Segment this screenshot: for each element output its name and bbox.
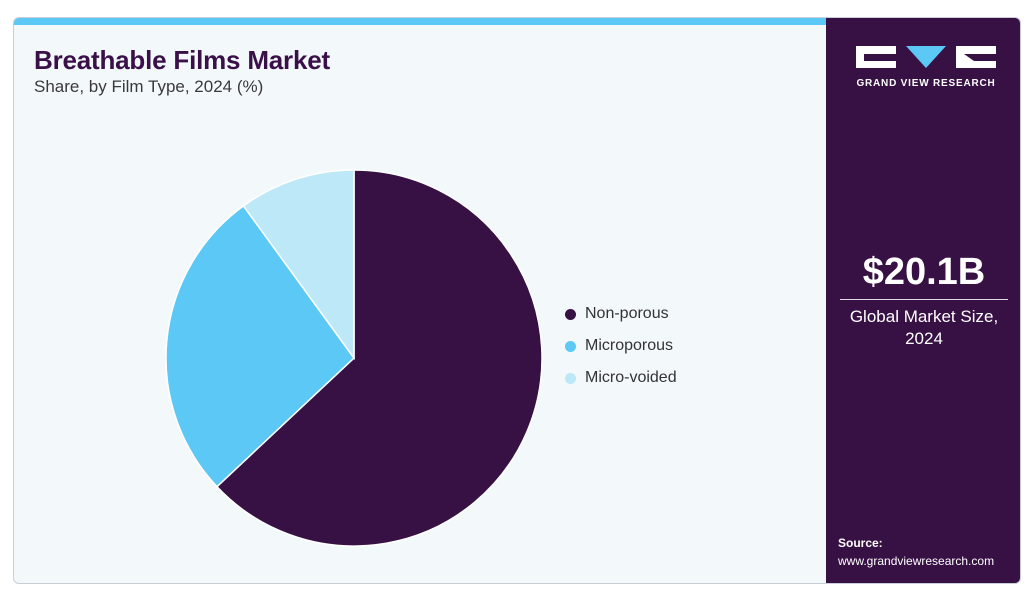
divider — [840, 299, 1008, 300]
pie-slice-microporous — [165, 204, 355, 488]
chart-legend: Non-porous Microporous Micro-voided — [565, 298, 677, 394]
legend-label: Micro-voided — [585, 369, 677, 386]
legend-swatch — [565, 372, 576, 384]
gvr-logo: GRAND VIEW RESEARCH — [856, 44, 996, 89]
legend-label: Microporous — [585, 337, 674, 354]
legend-item-micro-voided: Micro-voided — [565, 362, 677, 394]
chart-card: Breathable Films Market Share, by Film T… — [13, 17, 1021, 584]
pie-slice-non-porous — [215, 169, 543, 547]
market-size-value: $20.1B — [862, 251, 986, 293]
legend-label: Non-porous — [585, 305, 669, 322]
market-size-label: Global Market Size, 2024 — [849, 307, 999, 348]
accent-bar — [14, 18, 826, 25]
info-sidebar: GRAND VIEW RESEARCH $20.1B Global Market… — [826, 18, 1020, 583]
source-label: Source: — [838, 536, 883, 550]
pie-chart — [165, 169, 543, 547]
legend-swatch — [565, 340, 576, 352]
source-link[interactable]: www.grandviewresearch.com — [838, 554, 995, 568]
legend-item-microporous: Microporous — [565, 330, 677, 362]
gvr-logo-icon — [856, 46, 996, 68]
chart-title: Breathable Films Market — [34, 45, 330, 75]
logo-text: GRAND VIEW RESEARCH — [856, 78, 996, 89]
chart-subtitle: Share, by Film Type, 2024 (%) — [34, 77, 264, 96]
pie-slice-micro-voided — [242, 169, 355, 361]
legend-item-non-porous: Non-porous — [565, 298, 677, 330]
legend-swatch — [565, 308, 576, 320]
